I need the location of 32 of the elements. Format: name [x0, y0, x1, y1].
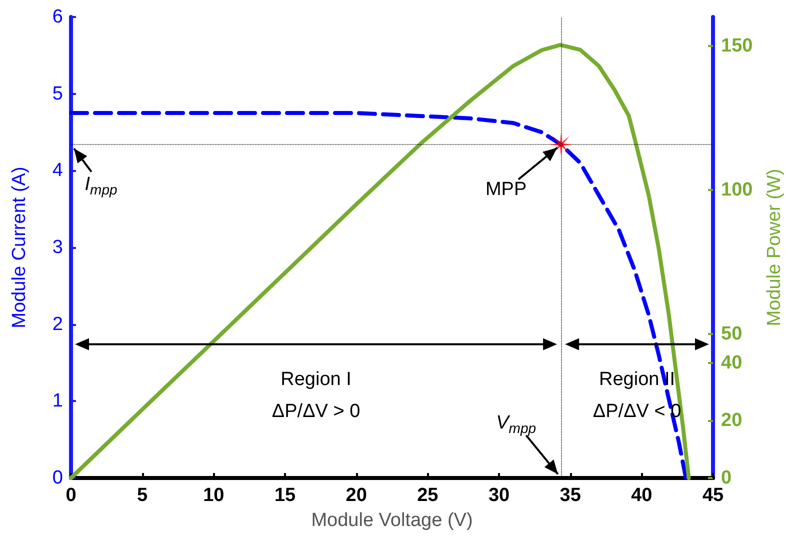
y-tick-label: 5 [52, 83, 63, 104]
y-axis-title: Module Current (A) [9, 166, 30, 328]
x-tick-label: 5 [137, 485, 148, 506]
y-tick-label: 0 [52, 468, 63, 488]
annotation: MPP [485, 179, 527, 200]
x-tick-label: 20 [346, 485, 367, 506]
annotation: Region I [280, 368, 352, 390]
x-tick-label: 40 [631, 485, 652, 506]
x-tick-label: 35 [560, 485, 582, 506]
y2-tick-label: 100 [721, 179, 753, 200]
y2-tick-label: 40 [721, 352, 742, 374]
y2-axis-title: Module Power (W) [764, 168, 785, 326]
annotation: Region II [599, 368, 676, 390]
line-series [69, 42, 691, 480]
y-tick-label: 3 [52, 237, 63, 258]
annotation: ΔP/ΔV > 0 [272, 400, 360, 422]
x-tick-label: 0 [66, 485, 76, 506]
x-tick-label: 10 [203, 485, 224, 506]
x-axis-title: Module Voltage (V) [311, 510, 473, 531]
y2-tick-label: 20 [721, 410, 742, 431]
y2-tick-label: 50 [721, 323, 742, 344]
y-tick-label: 2 [52, 314, 63, 335]
line-series [69, 111, 688, 480]
x-tick-label: 30 [488, 485, 510, 506]
x-tick-label: 45 [702, 485, 724, 506]
x-tick-label: 25 [417, 485, 439, 506]
y2-tick-label: 0 [721, 468, 732, 488]
y-tick-label: 1 [52, 390, 63, 412]
y-tick-label: 4 [52, 160, 64, 182]
y-tick-label: 6 [52, 6, 63, 28]
x-tick-label: 15 [274, 485, 296, 506]
y2-tick-label: 150 [721, 35, 753, 56]
